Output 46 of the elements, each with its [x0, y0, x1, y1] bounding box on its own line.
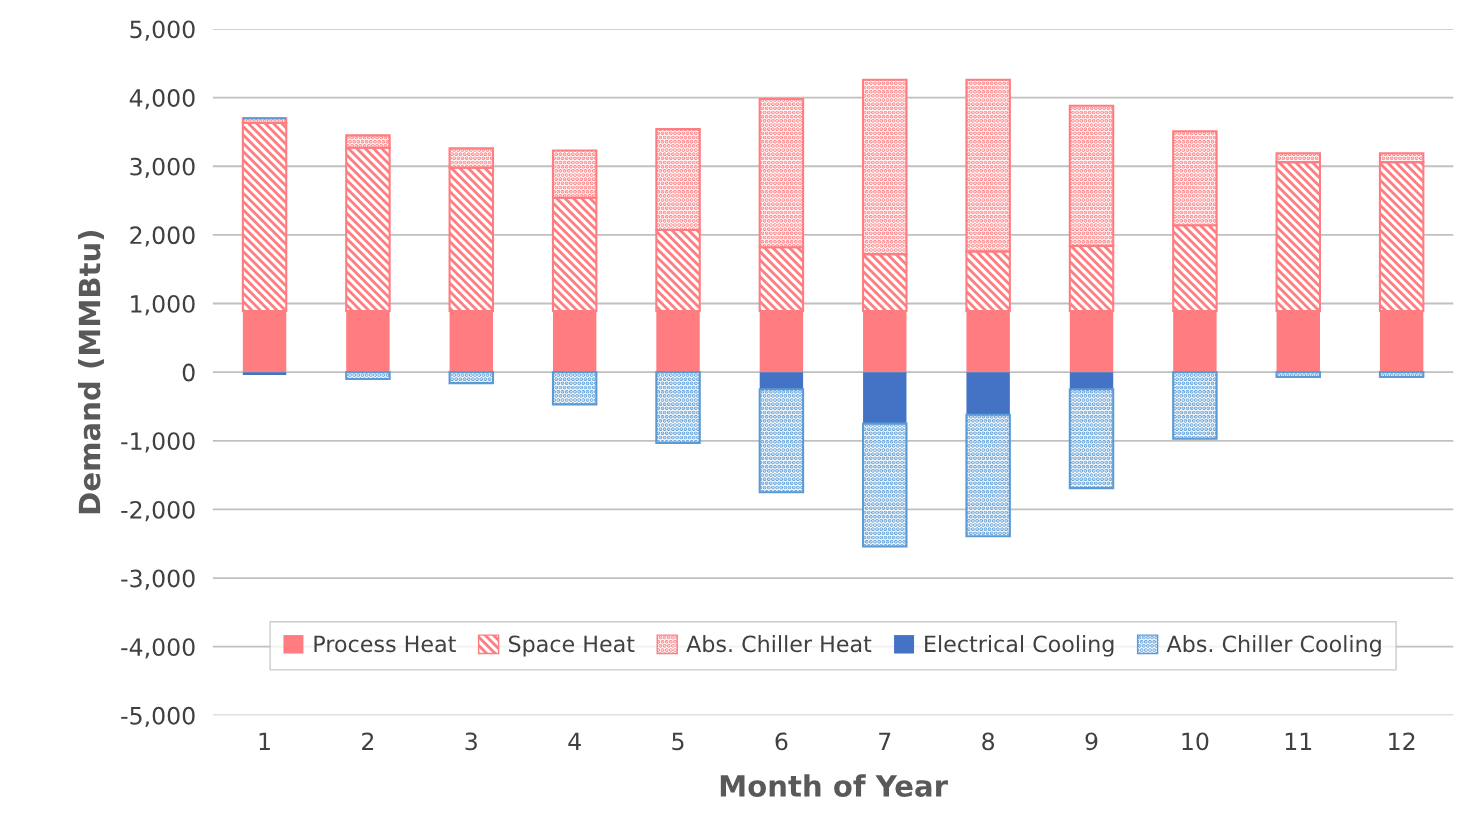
y-tick-label: -5,000	[121, 706, 195, 728]
x-tick-label: 6	[775, 732, 788, 751]
y-tick-label: 3,000	[130, 157, 195, 178]
y-tick-label: 0	[182, 363, 195, 382]
bar	[862, 422, 908, 548]
bar	[655, 371, 701, 444]
bar	[242, 372, 287, 375]
x-tick-label: 9	[1085, 732, 1098, 751]
x-tick-label: 4	[568, 732, 581, 750]
x-tick-label: 10	[1182, 732, 1209, 751]
bar	[1068, 388, 1115, 490]
y-tick-label: 4,000	[129, 89, 195, 110]
legend-label: Process Heat	[314, 635, 456, 653]
bar	[448, 371, 495, 385]
legend-label: Abs. Chiller Cooling	[1166, 635, 1381, 657]
x-tick-label: 5	[672, 732, 684, 751]
legend-label: Electrical Cooling	[925, 635, 1114, 657]
y-tick-label: -3,000	[121, 569, 195, 590]
y-tick-label: 1,000	[131, 294, 195, 316]
y-tick-label: 5,000	[130, 20, 195, 41]
y-tick-label: -1,000	[121, 432, 195, 453]
y-tick-label: -4,000	[121, 638, 195, 659]
bar	[1378, 371, 1425, 378]
bar	[966, 372, 1010, 415]
bar	[551, 371, 598, 406]
legend-label: Abs. Chiller Heat	[686, 635, 872, 653]
y-axis-title: Demand (MMBtu)	[77, 230, 104, 514]
bar	[1275, 371, 1322, 378]
bar	[345, 371, 391, 381]
x-tick-label: 3	[465, 732, 477, 751]
legend-label: Space Heat	[508, 635, 635, 657]
bar	[759, 372, 804, 390]
x-tick-label: 1	[259, 732, 270, 750]
bar	[863, 372, 907, 424]
x-axis-title: Month of Year	[720, 774, 948, 797]
y-tick-label: -2,000	[121, 500, 195, 522]
x-tick-label: 12	[1389, 732, 1415, 750]
bar	[758, 388, 805, 494]
x-tick-label: 2	[362, 732, 374, 750]
y-tick-label: 2,000	[130, 226, 195, 247]
x-tick-label: 7	[879, 732, 891, 750]
bar	[1069, 372, 1114, 390]
bar	[1172, 371, 1218, 440]
x-tick-label: 11	[1285, 732, 1312, 750]
bar	[965, 413, 1011, 538]
x-tick-label: 8	[982, 732, 995, 751]
